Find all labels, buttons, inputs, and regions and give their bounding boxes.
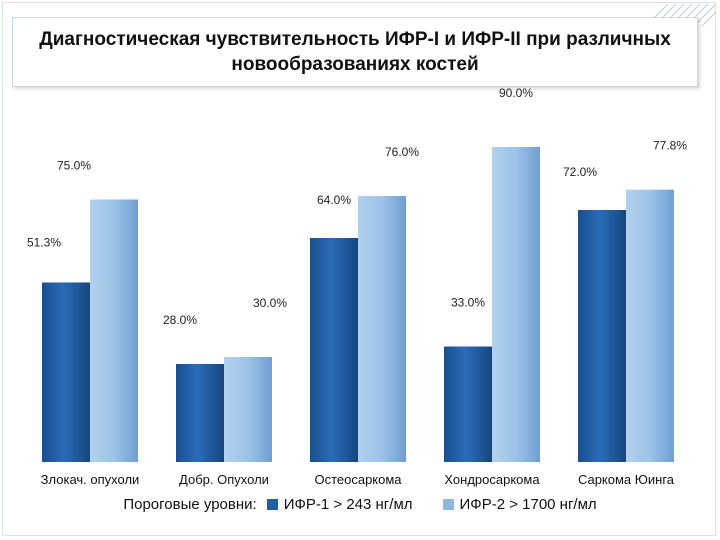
category-label-1: Добр. Опухоли bbox=[179, 472, 269, 487]
chart-title-box: Диагностическая чувствительность ИФР-I и… bbox=[12, 17, 698, 87]
bar-ifr1-0 bbox=[42, 282, 90, 462]
bar-ifr1-2 bbox=[310, 238, 358, 462]
value-label-ifr1-4: 72.0% bbox=[563, 165, 597, 179]
bar-ifr1-1 bbox=[176, 364, 224, 462]
legend: Пороговые уровни: ИФР-1 > 243 нг/мл ИФР-… bbox=[0, 493, 720, 515]
value-label-ifr1-2: 64.0% bbox=[317, 193, 351, 207]
chart-title: Диагностическая чувствительность ИФР-I и… bbox=[39, 29, 671, 75]
legend-item-ifr2: ИФР-2 > 1700 нг/мл bbox=[442, 495, 597, 513]
category-label-2: Остеосаркома bbox=[314, 472, 402, 487]
value-label-ifr1-0: 51.3% bbox=[27, 235, 61, 249]
bar-ifr2-1 bbox=[224, 357, 272, 462]
category-label-0: Злокач. опухоли bbox=[41, 472, 140, 487]
legend-label-ifr2: ИФР-2 > 1700 нг/мл bbox=[459, 495, 597, 513]
value-label-ifr2-0: 75.0% bbox=[57, 159, 91, 173]
legend-item-ifr1: ИФР-1 > 243 нг/мл bbox=[266, 495, 413, 513]
category-label-3: Хондросаркома bbox=[444, 472, 540, 487]
value-label-ifr2-2: 76.0% bbox=[385, 145, 419, 159]
value-label-ifr1-1: 28.0% bbox=[163, 313, 197, 327]
legend-swatch-ifr1 bbox=[266, 498, 278, 510]
bar-ifr1-3 bbox=[444, 346, 492, 462]
legend-label-ifr1: ИФР-1 > 243 нг/мл bbox=[283, 495, 413, 513]
value-label-ifr2-1: 30.0% bbox=[253, 296, 287, 310]
category-label-4: Саркома Юинга bbox=[578, 472, 675, 487]
legend-swatch-ifr2 bbox=[442, 498, 454, 510]
legend-prefix: Пороговые уровни: bbox=[123, 495, 257, 513]
bar-ifr2-4 bbox=[626, 189, 674, 462]
value-label-ifr2-3: 90.0% bbox=[499, 86, 533, 100]
value-label-ifr1-3: 33.0% bbox=[451, 296, 485, 310]
bar-ifr2-2 bbox=[358, 196, 406, 462]
bar-ifr1-4 bbox=[578, 210, 626, 462]
bar-ifr2-3 bbox=[492, 147, 540, 462]
bar-ifr2-0 bbox=[90, 199, 138, 462]
value-label-ifr2-4: 77.8% bbox=[653, 139, 687, 153]
